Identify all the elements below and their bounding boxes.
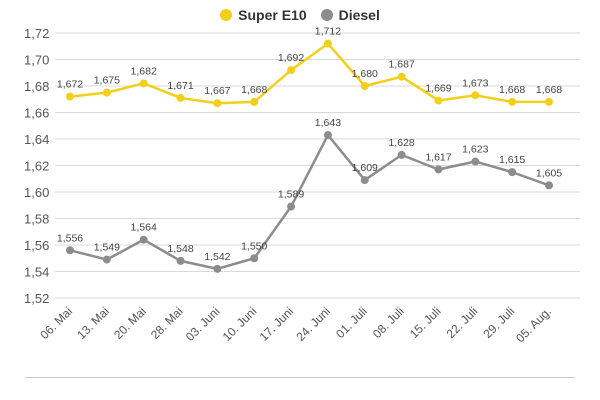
y-tick-label: 1,60 [24,185,49,200]
data-label: 1,712 [315,26,341,38]
data-label: 1,605 [536,167,562,179]
x-tick-label: 29. Juli [480,304,517,341]
data-point [323,131,332,140]
x-tick-label: 06. Mai [37,304,75,342]
series-line-diesel [69,133,550,271]
data-point [397,72,406,81]
data-point [250,254,259,263]
legend-label-diesel: Diesel [338,7,380,23]
x-tick-label: 24. Juni [293,304,333,344]
legend-item-diesel[interactable]: Diesel [320,7,380,23]
data-label: 1,668 [241,84,267,96]
x-tick-label: 10. Juni [220,304,260,344]
x-tick-label: 08. Juli [370,304,407,341]
data-point [545,97,553,106]
data-label: 1,615 [499,154,525,166]
y-tick-label: 1,58 [24,212,49,227]
y-tick-label: 1,66 [24,106,49,121]
data-point [360,176,369,185]
legend-label-super-e10: Super E10 [238,7,307,23]
data-label: 1,667 [204,85,230,97]
data-label: 1,692 [278,52,304,64]
data-point [213,264,222,273]
data-point [176,93,185,102]
data-label: 1,548 [167,243,193,255]
data-point [139,79,148,88]
x-tick-label: 05. Aug. [513,304,554,345]
data-point [508,97,517,106]
y-tick-label: 1,56 [24,238,49,253]
data-label: 1,589 [278,189,304,201]
data-label: 1,673 [462,77,488,89]
legend-item-super-e10[interactable]: Super E10 [220,7,307,23]
data-label: 1,671 [167,80,193,92]
x-tick-label: 17. Juni [257,304,297,344]
data-point [287,66,296,75]
x-tick-label: 22. Juli [444,304,481,341]
data-point [66,246,74,255]
data-point [471,157,480,166]
y-tick-label: 1,64 [24,132,49,147]
data-label: 1,668 [499,84,525,96]
bottom-divider [25,377,575,378]
x-tick-label: 20. Mai [111,304,149,342]
data-label: 1,682 [131,65,157,77]
chart-legend: Super E10 Diesel [0,7,600,23]
y-tick-label: 1,54 [24,265,49,280]
data-point [323,39,332,48]
y-tick-label: 1,62 [24,159,49,174]
data-label: 1,643 [315,117,341,129]
data-label: 1,556 [57,232,83,244]
x-tick-label: 28. Mai [148,304,186,342]
data-point [102,255,111,264]
data-point [360,82,369,90]
data-label: 1,564 [131,222,157,234]
series-line-super-e10 [69,42,549,105]
data-label: 1,617 [425,151,451,163]
data-label: 1,675 [94,75,120,87]
data-label: 1,669 [425,83,451,95]
data-label: 1,609 [352,162,378,174]
data-point [508,168,517,177]
legend-swatch-diesel [320,9,333,21]
data-point [545,181,553,190]
data-label: 1,550 [241,240,267,252]
data-point [471,91,480,100]
x-tick-label: 13. Mai [74,304,112,342]
data-label: 1,623 [462,144,488,156]
data-label: 1,680 [352,68,378,80]
data-point [250,97,259,106]
x-tick-label: 15. Juli [407,304,444,341]
data-label: 1,542 [204,251,230,263]
data-point [102,88,111,97]
y-tick-label: 1,72 [24,26,49,41]
data-point [434,165,443,174]
y-tick-label: 1,52 [24,291,49,306]
data-point [66,92,74,101]
y-tick-label: 1,68 [24,79,49,94]
legend-swatch-super-e10 [220,9,233,21]
data-label: 1,549 [94,242,120,254]
data-point [176,256,185,265]
data-point [213,99,222,108]
data-point [139,235,148,244]
data-label: 1,672 [57,79,83,91]
x-tick-label: 01. Juli [333,304,370,341]
data-label: 1,687 [388,59,414,71]
y-tick-label: 1,70 [24,53,49,68]
data-label: 1,628 [388,137,414,149]
data-point [397,150,406,159]
data-point [287,202,296,211]
x-tick-label: 03. Juni [183,304,223,344]
data-point [434,96,443,105]
data-label: 1,668 [536,84,562,96]
